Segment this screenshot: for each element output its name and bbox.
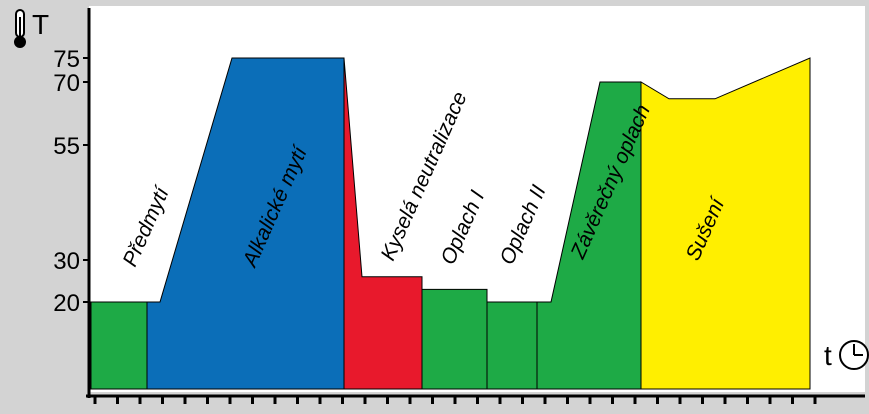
y-axis-label: T [32, 9, 49, 40]
y-tick-label: 30 [53, 248, 80, 275]
stage-area-3 [343, 57, 423, 390]
stage-area-1 [90, 301, 148, 390]
y-tick-label: 75 [53, 46, 80, 73]
stage-area-4 [421, 288, 488, 390]
stage-area-7 [640, 57, 811, 390]
stage-area-5 [486, 301, 538, 390]
y-tick-label: 20 [53, 290, 80, 317]
thermometer-icon [14, 9, 26, 48]
y-tick-label: 70 [53, 70, 80, 97]
x-axis-label: t [824, 340, 832, 371]
clock-icon [839, 340, 869, 370]
y-tick-label: 55 [53, 133, 80, 160]
